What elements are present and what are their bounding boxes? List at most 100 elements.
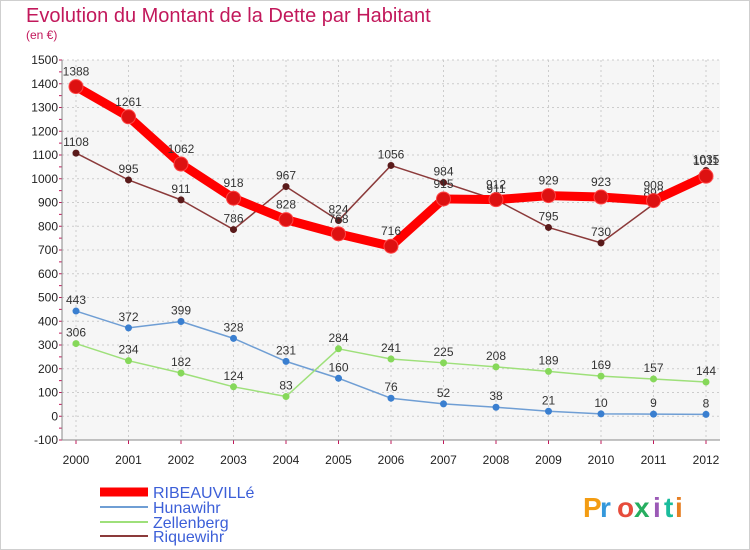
data-point [650,410,657,418]
data-point [282,183,290,191]
y-tick-label: 1400 [31,77,58,91]
data-label: 160 [328,360,348,374]
data-point [440,400,447,408]
x-tick-label: 2006 [378,453,405,467]
data-label: 929 [538,174,558,188]
logo-letter: i [675,492,683,523]
data-point [177,369,185,377]
y-tick-label: 500 [38,291,58,305]
logo-letter: o [617,492,634,523]
data-label: 915 [433,177,453,191]
data-label: 399 [171,303,191,317]
data-point [278,212,294,228]
data-point [597,239,605,247]
data-label: 157 [643,361,663,375]
data-point [387,161,395,169]
data-point [331,226,346,242]
data-point [545,223,552,231]
x-tick-label: 2008 [483,453,510,467]
data-label: 372 [118,310,138,324]
data-point [68,79,84,95]
series-riquewihr: 1108995911786967824105698491179573089310… [63,135,720,247]
x-tick-label: 2005 [325,453,352,467]
data-label: 328 [223,320,243,334]
data-label: 984 [433,165,453,179]
data-label: 824 [328,203,348,217]
data-point [282,393,290,401]
data-point [698,168,714,184]
proxiti-logo: Pr o x i t i [583,492,683,523]
y-tick-label: 1200 [31,124,58,138]
data-point [121,109,136,125]
logo-letter: x [634,492,650,523]
data-label: 10 [594,396,608,410]
data-point [597,410,605,418]
series-zellenberg: 306 234 182 124 83 284 241 225 208 189 169 157 144 [66,326,716,401]
data-label: 918 [223,176,243,190]
x-tick-label: 2010 [588,453,615,467]
data-point [702,378,710,386]
data-label: 144 [696,364,716,378]
data-point [230,334,237,342]
data-label: 124 [223,369,243,383]
legend-label: RIBEAUVILLé [153,485,254,502]
data-label: 967 [276,169,296,183]
y-tick-label: 300 [38,338,58,352]
data-label: 828 [276,198,296,212]
data-label: 225 [433,345,453,359]
legend-label: Hunawihr [153,500,221,517]
data-label: 911 [171,182,190,196]
series-hunawihr: 443 372 399 328 231 160 76 52 38 21 10 9 8 [66,293,710,418]
data-point [440,179,447,187]
data-label: 1035 [693,152,720,166]
data-label: 795 [538,209,558,223]
y-tick-label: 1300 [31,101,58,115]
data-label: 730 [591,225,611,239]
x-tick-label: 2012 [693,453,720,467]
data-label: 284 [328,331,348,345]
data-point [72,307,80,315]
logo-letter: P [583,492,602,523]
data-point [230,383,237,391]
data-label: 1056 [378,147,405,161]
data-point [335,345,342,353]
data-point [177,317,185,325]
data-label: 1011 [693,154,719,168]
data-label: 83 [279,379,293,393]
x-tick-label: 2001 [115,453,142,467]
data-label: 1388 [63,65,90,79]
data-label: 182 [171,355,191,369]
y-tick-label: 1100 [32,148,58,162]
y-tick-label: 600 [38,267,58,281]
data-point [335,217,342,225]
data-point [541,188,556,204]
x-tick-label: 2003 [220,453,247,467]
data-label: 169 [591,358,611,372]
y-tick-label: 100 [38,386,58,400]
data-label: 911 [486,182,505,196]
y-tick-label: 1000 [31,172,58,186]
y-tick-label: 800 [38,219,58,233]
data-point [436,191,451,207]
data-point [492,363,500,371]
data-label: 9 [650,396,657,410]
data-label: 21 [542,393,556,407]
data-point [492,403,500,411]
axes: -100 0 100 200 300 400 500 600 700 800 900 1000 1100… [31,53,720,467]
legend-label: Zellenberg [153,515,229,532]
series: 1108995911786967824105698491179573089310… [63,65,720,418]
data-point [545,407,552,415]
x-tick-label: 2002 [168,453,195,467]
data-label: 1108 [63,135,89,149]
data-label: 443 [66,293,86,307]
data-point [72,340,80,348]
data-point [387,394,395,402]
x-tick-label: 2004 [273,453,300,467]
data-point [383,238,399,254]
data-label: 38 [489,389,503,403]
data-point [230,226,237,234]
data-point [646,193,661,209]
data-label: 8 [703,396,710,410]
